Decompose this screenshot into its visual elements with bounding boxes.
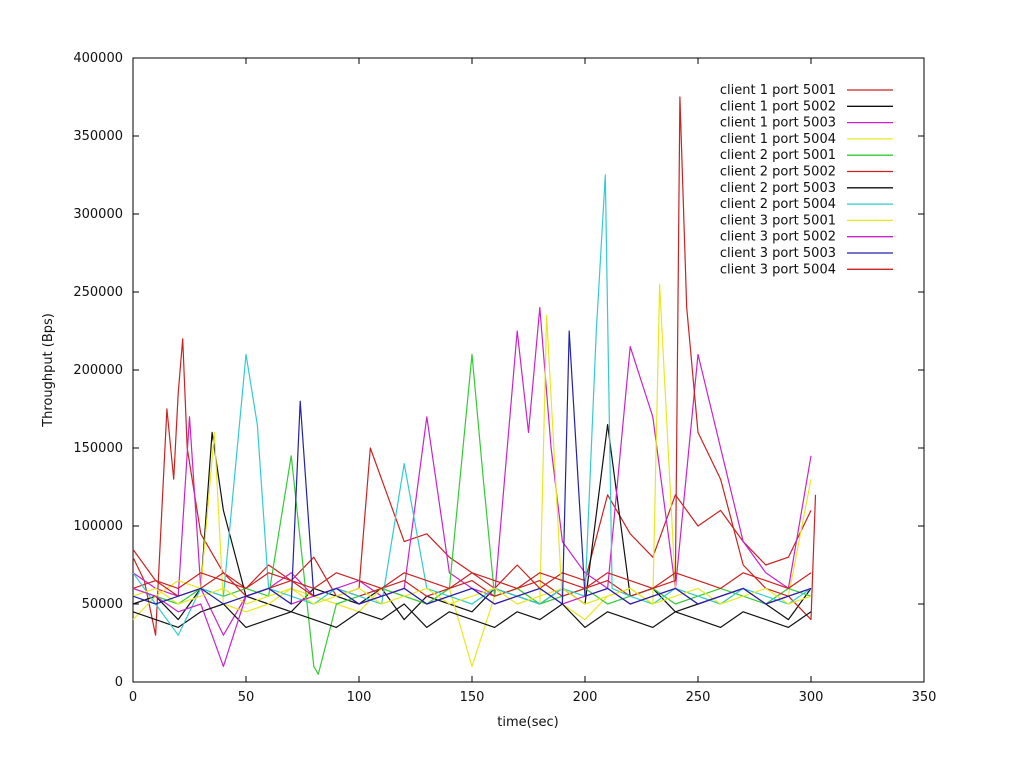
series-line [132, 603, 812, 629]
series-line [132, 330, 812, 605]
y-tick-label: 50000 [82, 597, 123, 612]
legend-label: client 1 port 5001 [720, 83, 836, 98]
legend-label: client 1 port 5003 [720, 116, 836, 131]
legend-label: client 2 port 5003 [720, 181, 836, 196]
x-axis-label: time(sec) [497, 715, 558, 730]
y-tick-label: 350000 [73, 129, 123, 144]
legend-label: client 1 port 5004 [720, 132, 836, 147]
y-axis-label: Throughput (Bps) [41, 313, 56, 428]
y-tick-label: 150000 [73, 441, 123, 456]
legend-label: client 3 port 5002 [720, 230, 836, 245]
y-tick-label: 200000 [73, 363, 123, 378]
legend-label: client 3 port 5003 [720, 246, 836, 261]
y-tick-label: 100000 [73, 519, 123, 534]
y-tick-label: 300000 [73, 207, 123, 222]
x-tick-label: 150 [460, 690, 485, 705]
y-tick-label: 0 [115, 675, 123, 690]
series-line [132, 549, 812, 590]
x-tick-label: 300 [799, 690, 824, 705]
x-tick-label: 350 [912, 690, 937, 705]
y-tick-label: 250000 [73, 285, 123, 300]
series-line [132, 338, 812, 636]
series-line [132, 587, 812, 605]
x-tick-label: 0 [129, 690, 137, 705]
x-tick-label: 200 [573, 690, 598, 705]
series-line [132, 174, 812, 636]
legend-label: client 2 port 5004 [720, 197, 836, 212]
legend-label: client 3 port 5004 [720, 262, 836, 277]
y-tick-label: 400000 [73, 51, 123, 66]
series-lines [132, 96, 817, 675]
x-tick-label: 50 [238, 690, 255, 705]
series-line [132, 96, 817, 621]
legend-label: client 2 port 5002 [720, 165, 836, 180]
series-line [132, 424, 812, 621]
x-tick-label: 250 [686, 690, 711, 705]
x-tick-label: 100 [347, 690, 372, 705]
legend-label: client 3 port 5001 [720, 213, 836, 228]
axis-ticks: 0 50 100 150 200 250 300 350 0 50000 100000 150000 2… [73, 51, 936, 705]
legend-label: client 1 port 5002 [720, 99, 836, 114]
legend-label: client 2 port 5001 [720, 148, 836, 163]
